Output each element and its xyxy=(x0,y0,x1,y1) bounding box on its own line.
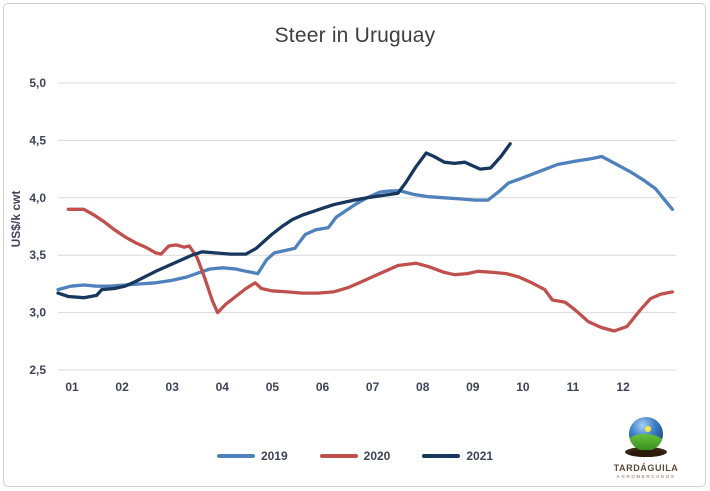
legend-swatch-2021 xyxy=(422,454,461,458)
x-tick-label: 11 xyxy=(567,380,580,394)
logo-sub-text: AGROMERCADOS xyxy=(616,474,676,479)
x-tick-label: 10 xyxy=(516,380,530,394)
x-tick-label: 09 xyxy=(466,380,480,394)
series-line-2021 xyxy=(56,142,512,300)
legend-item-2020: 2020 xyxy=(319,449,391,463)
series-line-2019 xyxy=(56,154,675,292)
legend-label-2020: 2020 xyxy=(363,449,391,463)
x-tick-label: 05 xyxy=(266,380,280,394)
y-tick-label: 5,0 xyxy=(29,76,46,90)
y-tick-label: 2,5 xyxy=(29,363,46,377)
series-line-2020 xyxy=(66,207,675,333)
legend-item-2021: 2021 xyxy=(422,449,493,463)
logo-sun-icon xyxy=(645,426,651,432)
x-tick-label: 04 xyxy=(216,380,230,394)
logo: TARDÁGUILA AGROMERCADOS xyxy=(594,413,698,480)
y-tick-label: 4,5 xyxy=(29,133,46,147)
logo-brand-text: TARDÁGUILA xyxy=(613,463,679,473)
y-tick-label: 3,5 xyxy=(29,248,46,262)
y-tick-label: 4,0 xyxy=(29,191,46,205)
legend-label-2019: 2019 xyxy=(260,449,288,463)
x-tick-label: 12 xyxy=(616,380,630,394)
logo-globe-icon xyxy=(625,417,667,457)
y-tick-label: 3,0 xyxy=(29,306,46,320)
legend-swatch-2019 xyxy=(216,454,255,458)
chart-frame xyxy=(3,3,706,487)
x-tick-label: 02 xyxy=(115,380,129,394)
legend-swatch-2020 xyxy=(319,454,358,458)
logo-base-shadow xyxy=(628,450,664,457)
x-tick-label: 03 xyxy=(166,380,180,394)
x-tick-label: 06 xyxy=(316,380,330,394)
legend-label-2021: 2021 xyxy=(466,449,494,463)
x-tick-label: 08 xyxy=(416,380,430,394)
legend: 2019 2020 2021 xyxy=(0,449,710,463)
x-tick-label: 01 xyxy=(65,380,79,394)
chart-title: Steer in Uruguay xyxy=(274,24,436,47)
logo-hill xyxy=(629,434,663,451)
legend-item-2019: 2019 xyxy=(216,449,288,463)
x-tick-label: 07 xyxy=(366,380,380,394)
